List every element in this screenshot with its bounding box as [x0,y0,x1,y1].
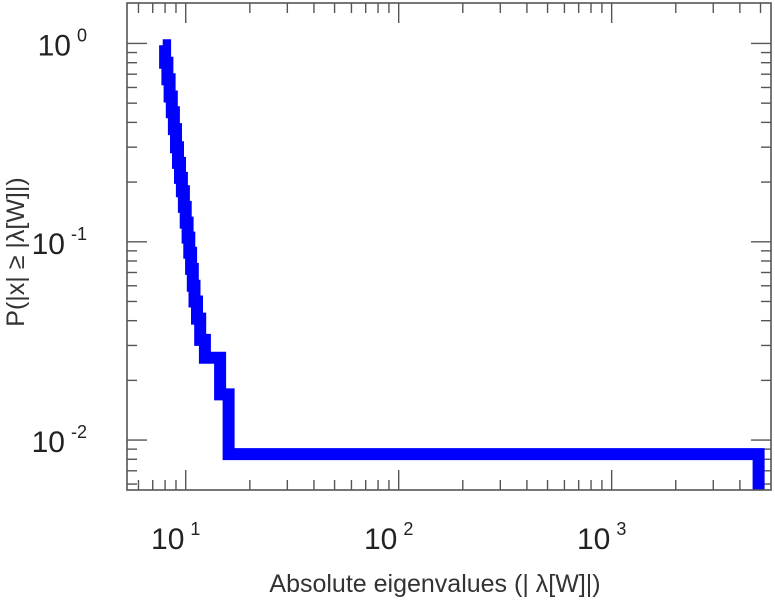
major-ticks [127,3,771,490]
x-tick-label: 10 1 [151,519,200,556]
series-layer [159,39,765,490]
plot-frame [126,2,772,491]
x-tick-label: 10 3 [577,519,626,556]
y-axis-label: P(|x| ≥ |λ[W]|) [2,177,30,326]
x-tick-labels: 10 1 10 2 10 3 [151,519,626,556]
x-tick-label: 10 2 [364,519,413,556]
y-tick-label: 10 -1 [32,224,87,261]
y-tick-label: 10 -2 [32,422,87,459]
series-line [159,39,765,490]
y-tick-label: 10 0 [38,25,87,62]
minor-ticks [127,3,771,490]
x-axis-label: Absolute eigenvalues (| λ[W]|) [269,570,600,598]
